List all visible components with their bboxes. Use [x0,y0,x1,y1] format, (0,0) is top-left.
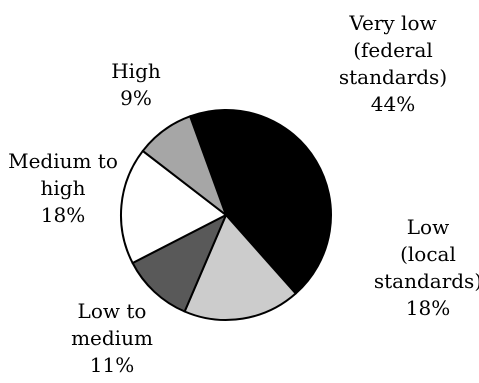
pie-slice [141,115,227,216]
pie-labels: Very low (federal standards) 44% Low (local st… [8,11,479,377]
slice-name-line: medium [71,326,153,350]
slice-label: Low (local standards) 18% [374,215,479,320]
pie-slice [131,214,227,313]
slice-name-line: Low to [78,299,147,323]
slice-name-line: (federal [353,38,433,62]
slice-label: Medium to high 18% [8,149,118,227]
slice-name-line: standards) [339,65,447,89]
pie-slice [183,214,297,321]
slice-name-line: (local [400,242,456,266]
slice-value-label: 44% [371,92,415,116]
slice-name-line: High [111,59,161,83]
slice-label: Low to medium 11% [71,299,153,377]
slice-value-label: 18% [406,296,450,320]
pie-slices [120,109,332,321]
pie-slice [189,109,332,295]
slice-name-line: Medium to [8,149,118,173]
slice-label: Very low (federal standards) 44% [339,11,447,116]
slice-value-label: 9% [120,86,152,110]
slice-name-line: standards) [374,269,479,293]
slice-name-line: high [41,176,86,200]
slice-name-line: Low [407,215,449,239]
slice-value-label: 18% [41,203,85,227]
pie-slice [120,149,227,264]
slice-value-label: 11% [90,353,134,377]
slice-name-line: Very low [348,11,436,35]
slice-label: High 9% [111,59,161,110]
